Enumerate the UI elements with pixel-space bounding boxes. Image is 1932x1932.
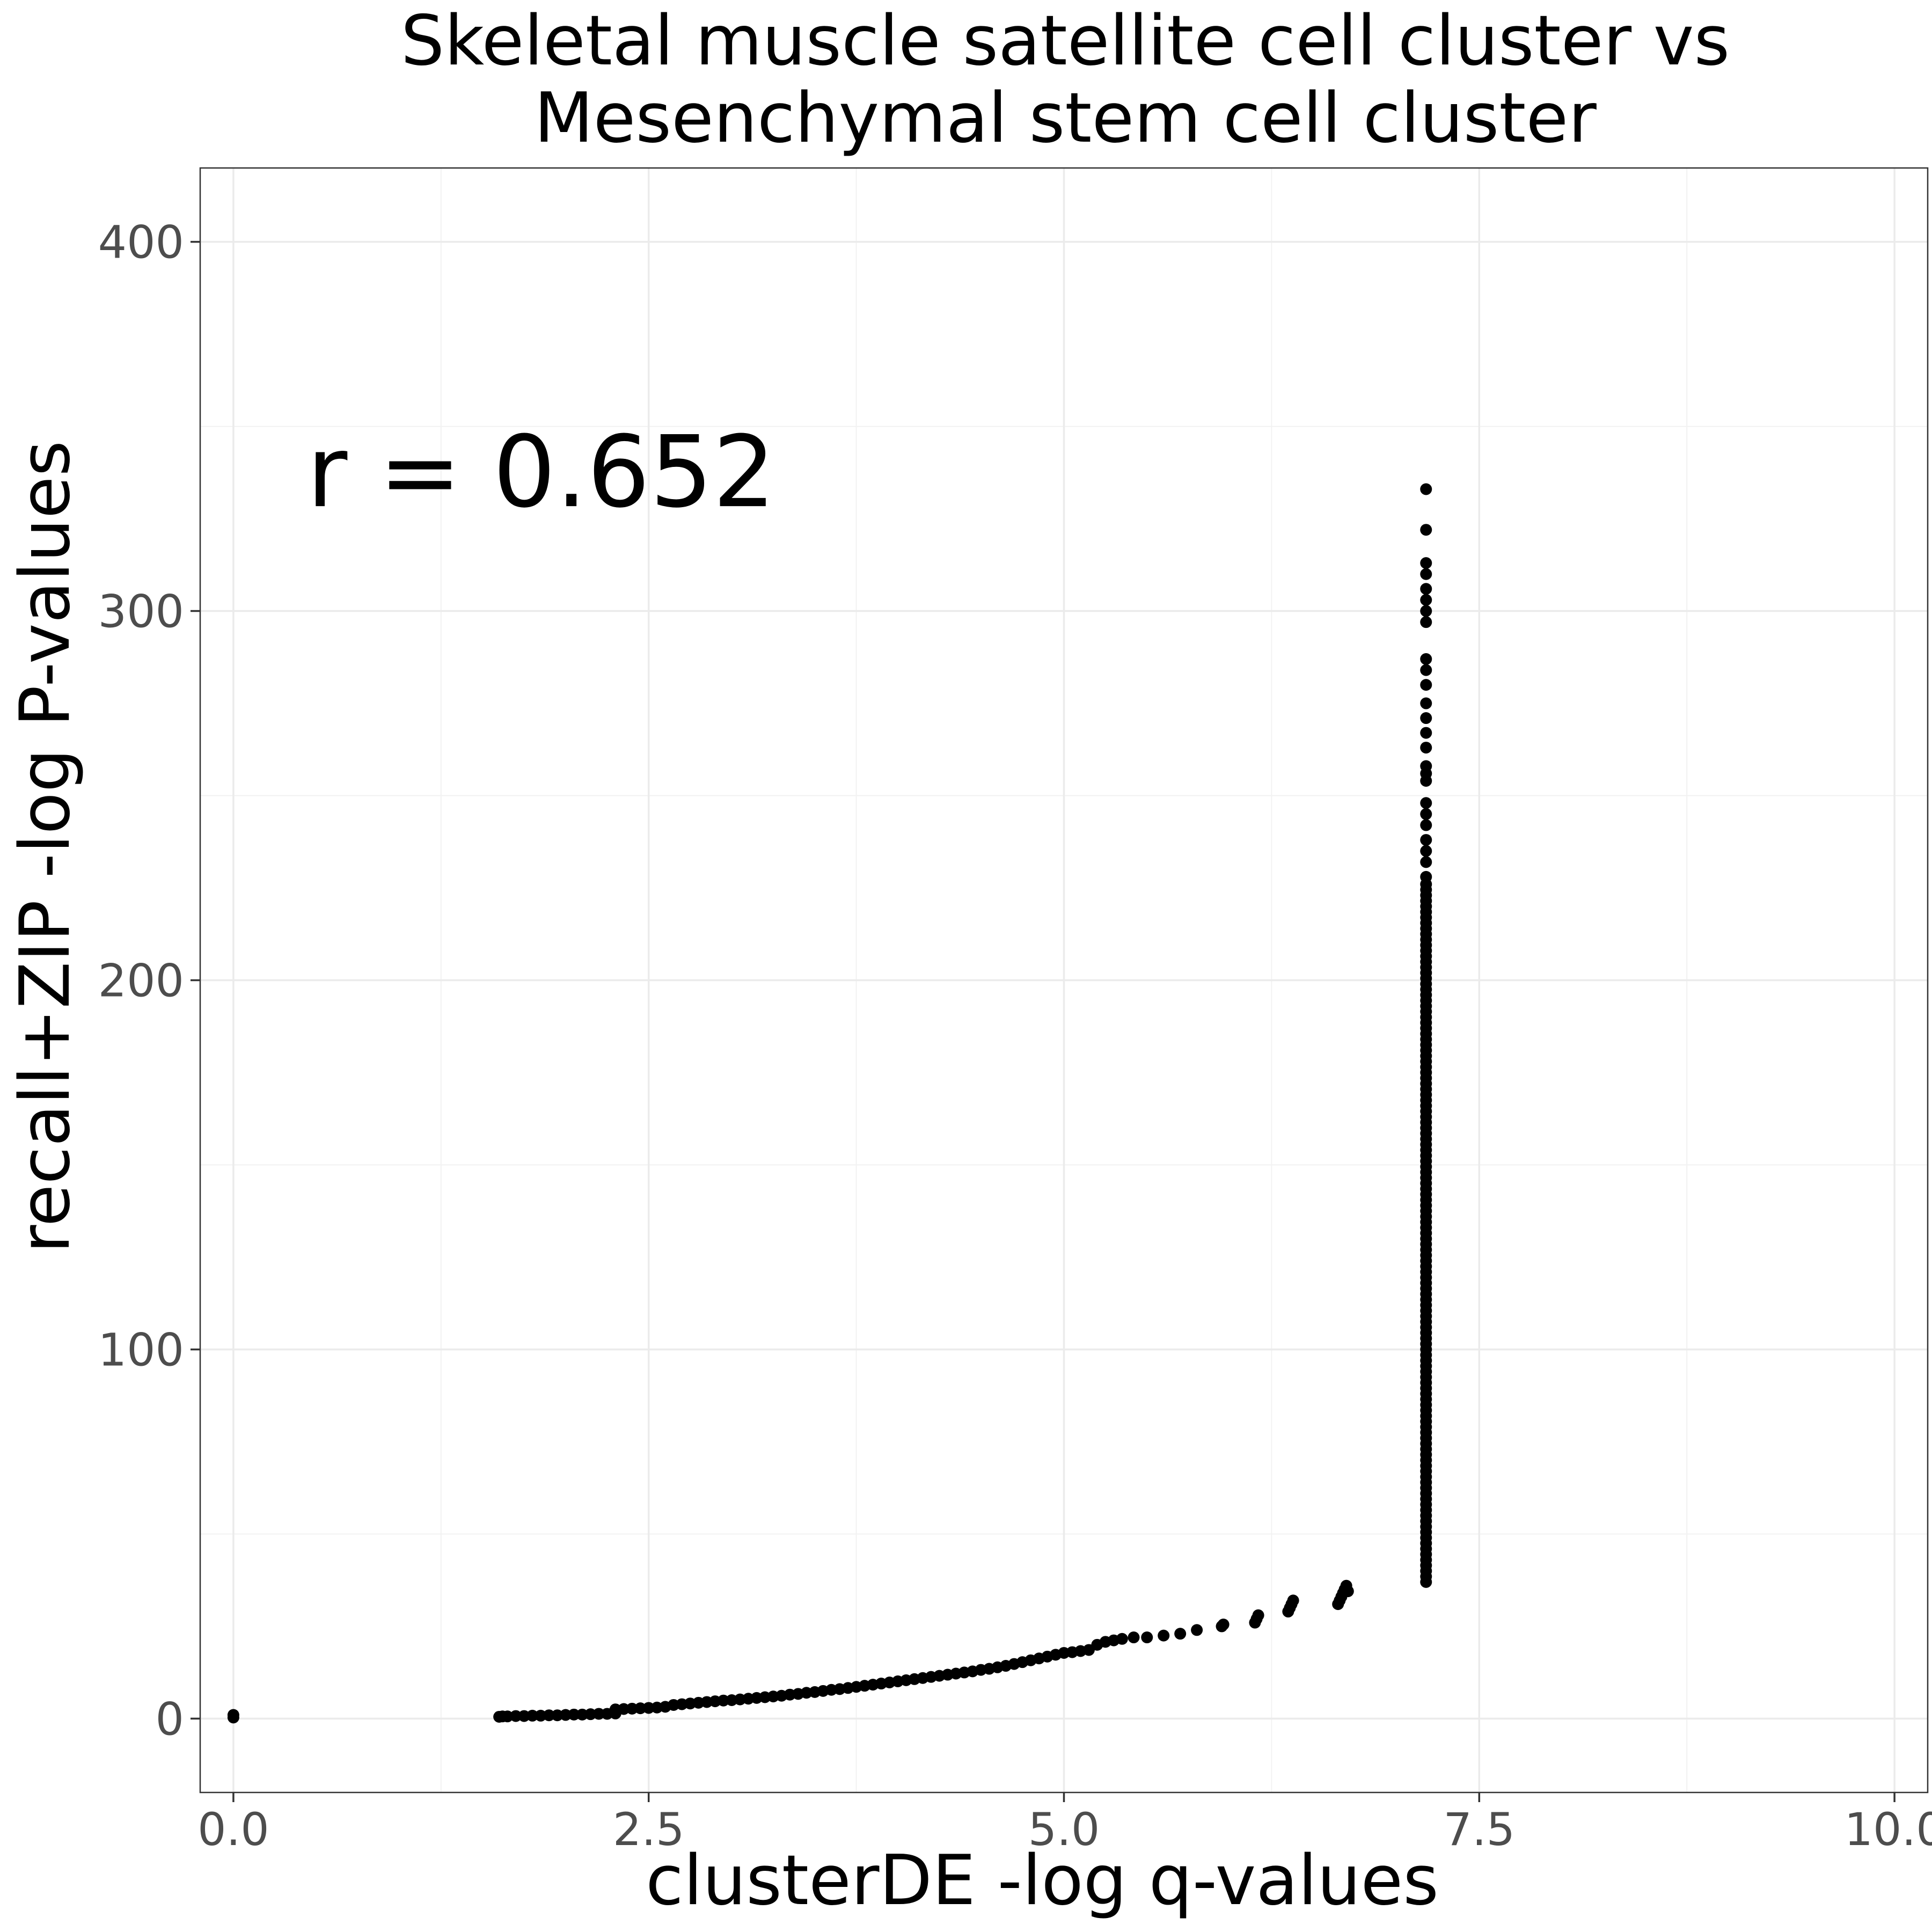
data-point: [1420, 797, 1432, 809]
chart-title-line-1: Skeletal muscle satellite cell cluster v…: [401, 1, 1730, 81]
data-point: [1420, 679, 1432, 691]
data-point: [1252, 1609, 1264, 1621]
x-tick-label: 2.5: [613, 1803, 685, 1856]
chart-title: Skeletal muscle satellite cell cluster v…: [401, 1, 1730, 158]
major-gridlines: [200, 168, 1928, 1792]
data-point: [1174, 1628, 1187, 1640]
data-point: [634, 1702, 647, 1715]
data-point: [1287, 1594, 1299, 1607]
data-point: [1141, 1631, 1153, 1644]
data-point: [227, 1709, 239, 1721]
data-point: [1420, 697, 1432, 709]
data-point: [609, 1703, 621, 1716]
data-point: [1420, 616, 1432, 628]
x-axis-title: clusterDE -log q-values: [646, 1841, 1439, 1921]
data-point: [1342, 1585, 1354, 1598]
y-axis-title: recall+ZIP -log P-values: [5, 441, 85, 1254]
data-point: [535, 1709, 547, 1722]
correlation-annotation: r = 0.652: [307, 415, 776, 530]
data-point: [543, 1709, 555, 1722]
x-tick-label: 10.0: [1845, 1803, 1932, 1856]
data-point: [1420, 870, 1432, 883]
data-point: [1191, 1624, 1203, 1636]
data-point: [1420, 664, 1432, 676]
data-point: [642, 1702, 655, 1714]
x-tick-label: 0.0: [197, 1803, 269, 1856]
data-point: [559, 1709, 572, 1721]
y-tick-label: 100: [98, 1323, 184, 1376]
x-tick-label: 7.5: [1444, 1803, 1516, 1856]
data-point: [626, 1702, 638, 1715]
data-points: [227, 483, 1432, 1724]
data-point: [1420, 583, 1432, 595]
y-tick-label: 400: [98, 216, 184, 269]
data-point: [1420, 845, 1432, 857]
data-point: [576, 1708, 588, 1721]
data-point: [526, 1709, 539, 1722]
data-point: [1420, 834, 1432, 846]
data-point: [618, 1703, 630, 1715]
data-point: [717, 1694, 729, 1707]
data-point: [1420, 557, 1432, 569]
data-point: [1420, 605, 1432, 617]
data-point: [1420, 712, 1432, 724]
data-point: [1420, 524, 1432, 536]
data-point: [1420, 819, 1432, 831]
data-point: [1128, 1631, 1140, 1644]
data-point: [1158, 1629, 1170, 1642]
data-point: [1420, 775, 1432, 787]
data-point: [1116, 1633, 1128, 1645]
data-point: [1420, 653, 1432, 665]
data-point: [551, 1709, 564, 1722]
data-point: [584, 1708, 597, 1721]
data-point: [1420, 568, 1432, 580]
y-tick-label: 0: [156, 1693, 184, 1745]
data-point: [592, 1708, 605, 1720]
data-point: [510, 1710, 522, 1722]
data-point: [1420, 856, 1432, 868]
data-point: [1217, 1618, 1230, 1630]
data-point: [1420, 483, 1432, 495]
x-tick-label: 5.0: [1028, 1803, 1100, 1856]
x-axis-ticks: 0.0 2.5 5.0 7.5 10.0: [197, 1792, 1932, 1856]
data-point: [1420, 742, 1432, 754]
chart-title-line-2: Mesenchymal stem cell cluster: [534, 78, 1597, 158]
data-point: [1420, 808, 1432, 820]
data-point: [1420, 594, 1432, 606]
y-axis-ticks: 0 100 200 300 400: [98, 216, 200, 1745]
data-point: [518, 1710, 530, 1722]
y-tick-label: 300: [98, 586, 184, 638]
y-tick-label: 200: [98, 955, 184, 1007]
data-point: [1420, 727, 1432, 739]
data-point: [568, 1708, 580, 1721]
data-point: [501, 1710, 514, 1723]
